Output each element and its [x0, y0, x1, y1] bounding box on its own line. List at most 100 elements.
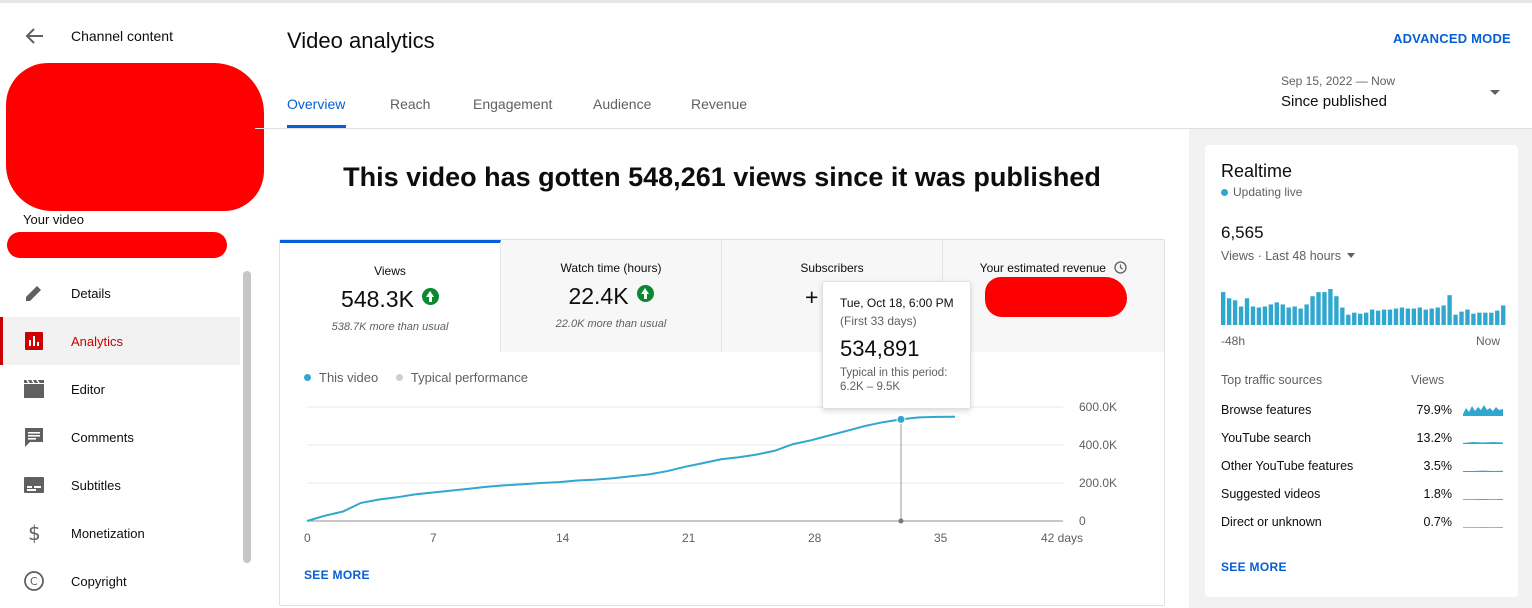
clock-icon[interactable]: [1114, 261, 1127, 274]
clapperboard-icon: [24, 379, 44, 398]
date-range-selector[interactable]: Sep 15, 2022 — Now Since published: [1281, 72, 1503, 118]
advanced-mode-button[interactable]: ADVANCED MODE: [1393, 31, 1511, 46]
x-tick-label: 7: [430, 531, 437, 545]
hover-axis-marker: [898, 518, 904, 524]
realtime-bar-chart[interactable]: [1221, 285, 1511, 325]
legend-this-video[interactable]: This video: [304, 370, 378, 385]
sidebar-item-monetization[interactable]: $ Monetization: [0, 509, 240, 557]
sparkline-area: [1463, 405, 1503, 416]
tooltip-typical-label: Typical in this period:: [840, 367, 948, 379]
realtime-bar: [1238, 306, 1244, 325]
trend-up-icon: [421, 288, 439, 305]
sidebar-item-copyright[interactable]: C Copyright: [0, 557, 240, 605]
traffic-row[interactable]: Other YouTube features 3.5%: [1221, 459, 1507, 479]
metric-watch-time[interactable]: Watch time (hours) 22.4K 22.0K more than…: [501, 240, 722, 352]
see-more-button[interactable]: SEE MORE: [304, 568, 370, 582]
tooltip-typical: Typical in this period: 6.2K – 9.5K: [840, 366, 965, 394]
traffic-row[interactable]: Direct or unknown 0.7%: [1221, 515, 1507, 535]
legend-typical[interactable]: Typical performance: [395, 370, 528, 385]
tab-engagement[interactable]: Engagement: [473, 96, 553, 112]
realtime-bar: [1399, 307, 1405, 325]
traffic-sparkline: [1463, 442, 1503, 444]
copyright-icon: C: [24, 571, 44, 591]
traffic-row[interactable]: Suggested videos 1.8%: [1221, 487, 1507, 507]
live-label: Updating live: [1233, 185, 1303, 199]
realtime-bar: [1459, 311, 1464, 325]
legend-dot: [395, 374, 403, 381]
realtime-live-status: Updating live: [1221, 185, 1302, 199]
traffic-percent: 79.9%: [1416, 403, 1452, 417]
sidebar-item-label: Subtitles: [71, 477, 121, 493]
dollar-icon: $: [28, 522, 41, 544]
sidebar-item-label: Monetization: [71, 525, 145, 541]
realtime-metric-selector[interactable]: Views · Last 48 hours: [1221, 249, 1355, 263]
realtime-bar: [1411, 308, 1417, 325]
traffic-percent: 0.7%: [1423, 515, 1453, 529]
sidebar: Channel content Your video Details Analy…: [0, 3, 264, 608]
realtime-bar: [1417, 307, 1422, 325]
sidebar-scrollbar[interactable]: [243, 271, 251, 563]
realtime-bar: [1262, 306, 1268, 325]
x-tick-label: 14: [556, 531, 570, 545]
svg-text:$: $: [28, 522, 41, 544]
sidebar-item-label: Details: [71, 285, 111, 301]
sidebar-title: Channel content: [71, 28, 173, 44]
redacted-thumbnail: [6, 63, 264, 211]
x-tick-label: 42 days: [1041, 531, 1083, 545]
realtime-title: Realtime: [1221, 161, 1293, 181]
sidebar-nav: Details Analytics Editor: [0, 269, 240, 605]
traffic-header: Top traffic sources: [1221, 373, 1323, 387]
sidebar-item-analytics[interactable]: Analytics: [0, 317, 240, 365]
realtime-axis-start: -48h: [1221, 334, 1246, 348]
views-headline: This video has gotten 548,261 views sinc…: [343, 162, 1101, 192]
sidebar-item-label: Copyright: [71, 573, 127, 589]
metric-value-wrap: 548.3K: [280, 286, 500, 313]
legend-label: This video: [319, 370, 379, 385]
tab-audience[interactable]: Audience: [593, 96, 652, 112]
page-title: Video analytics: [287, 28, 435, 53]
sparkline-area: [1463, 442, 1503, 444]
realtime-bar: [1280, 304, 1285, 325]
realtime-bar: [1221, 292, 1226, 325]
traffic-source: Direct or unknown: [1221, 515, 1322, 529]
realtime-bar: [1387, 309, 1393, 325]
traffic-source: Other YouTube features: [1221, 459, 1354, 473]
tab-overview[interactable]: Overview: [287, 96, 346, 112]
y-tick-label: 600.0K: [1079, 400, 1117, 414]
metric-label: Your estimated revenue: [979, 261, 1106, 275]
sidebar-item-comments[interactable]: Comments: [0, 413, 240, 461]
realtime-see-more-button[interactable]: SEE MORE: [1221, 560, 1287, 574]
realtime-bar: [1441, 305, 1446, 325]
tooltip-date: Tue, Oct 18, 6:00 PM: [840, 296, 954, 310]
traffic-row[interactable]: YouTube search 13.2%: [1221, 431, 1507, 451]
realtime-bar: [1310, 296, 1315, 325]
svg-text:C: C: [30, 575, 38, 588]
sidebar-item-details[interactable]: Details: [0, 269, 240, 317]
realtime-bar: [1489, 312, 1494, 325]
metric-comparison: 538.7K more than usual: [331, 321, 449, 333]
sidebar-item-editor[interactable]: Editor: [0, 365, 240, 413]
realtime-bar: [1334, 296, 1339, 325]
realtime-bar: [1423, 309, 1428, 325]
tooltip-value: 534,891: [840, 336, 920, 361]
traffic-row[interactable]: Browse features 79.9%: [1221, 403, 1507, 423]
back-arrow-icon[interactable]: [22, 23, 48, 49]
realtime-bar: [1292, 306, 1297, 325]
tab-reach[interactable]: Reach: [390, 96, 431, 112]
realtime-bar: [1477, 312, 1482, 325]
top-divider: [0, 0, 1532, 3]
traffic-source: YouTube search: [1221, 431, 1312, 445]
legend-label: Typical performance: [410, 370, 528, 385]
metric-views[interactable]: Views 548.3K 538.7K more than usual: [280, 240, 501, 352]
realtime-bar: [1232, 300, 1238, 325]
tab-revenue[interactable]: Revenue: [691, 96, 748, 112]
redacted-revenue: [985, 277, 1127, 317]
x-tick-label: 21: [682, 531, 696, 545]
realtime-bar: [1369, 309, 1375, 325]
hover-point[interactable]: [896, 414, 906, 424]
sparkline-area: [1463, 470, 1503, 472]
sidebar-item-subtitles[interactable]: Subtitles: [0, 461, 240, 509]
realtime-bar: [1244, 298, 1250, 325]
realtime-bar: [1304, 304, 1309, 325]
views-line-chart[interactable]: 0 200.0K 400.0K 600.0K 0 7 14 21 28 35 42 days: [280, 240, 1164, 570]
